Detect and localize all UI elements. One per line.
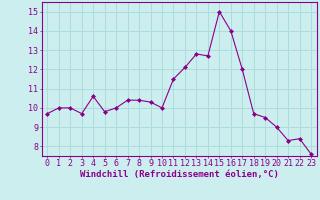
X-axis label: Windchill (Refroidissement éolien,°C): Windchill (Refroidissement éolien,°C) <box>80 170 279 179</box>
